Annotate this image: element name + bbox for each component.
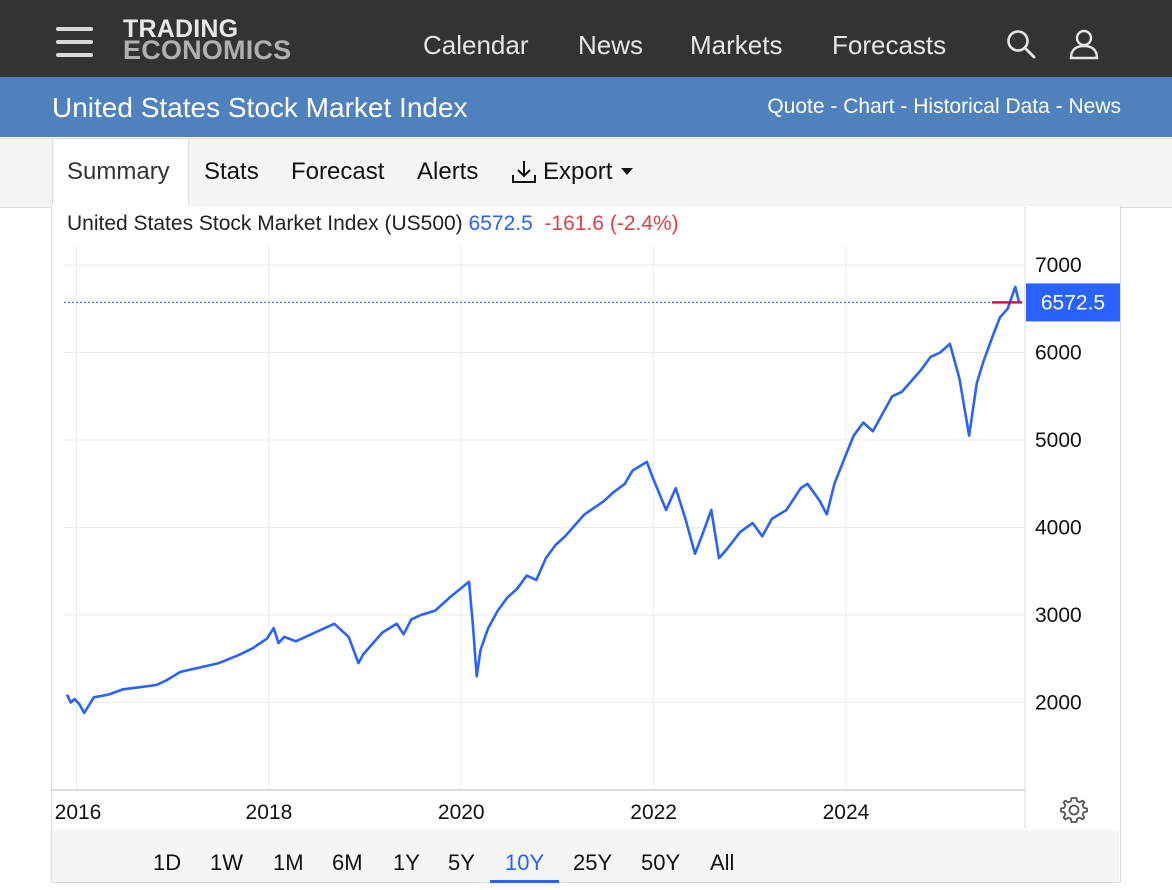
range-selector-bar: [52, 830, 1119, 882]
top-navigation-bar: [0, 0, 1172, 77]
instrument-name: United States Stock Market Index (US500): [67, 212, 463, 235]
range-1w[interactable]: 1W: [210, 850, 243, 875]
page-title: United States Stock Market Index: [52, 92, 468, 123]
chevron-down-icon[interactable]: [620, 167, 634, 177]
price-change: -161.6: [544, 212, 604, 235]
link-news[interactable]: News: [1068, 95, 1121, 118]
range-1d[interactable]: 1D: [153, 850, 182, 875]
search-icon[interactable]: [1005, 28, 1037, 60]
logo-line2: ECONOMICS: [123, 35, 292, 65]
range-5y[interactable]: 5Y: [448, 850, 475, 875]
chart-quote-header: United States Stock Market Index (US500)…: [67, 212, 679, 236]
nav-forecasts[interactable]: Forecasts: [832, 30, 947, 60]
x-tick-label: 2018: [246, 801, 293, 824]
y-tick-label: 3000: [1035, 604, 1082, 627]
price-change-percent: (-2.4%): [609, 212, 679, 235]
range-1m[interactable]: 1M: [273, 850, 304, 875]
nav-news[interactable]: News: [578, 30, 644, 60]
y-tick-label: 4000: [1035, 517, 1082, 540]
gear-icon[interactable]: [1060, 796, 1088, 824]
chart-grid: [64, 245, 1024, 790]
price-label-text: 6572.5: [1041, 291, 1105, 314]
range-25y[interactable]: 25Y: [573, 850, 613, 875]
logo-line1: TRADING: [123, 15, 239, 43]
x-axis-ticks: 2016 2018 2020 2022 2024: [55, 801, 870, 824]
range-all[interactable]: All: [710, 850, 735, 875]
link-separator: -: [824, 95, 844, 118]
series-line: [65, 285, 1021, 715]
link-historical-data[interactable]: Historical Data: [913, 95, 1050, 118]
tab-forecast[interactable]: Forecast: [291, 158, 385, 185]
tab-alerts[interactable]: Alerts: [417, 158, 479, 185]
chart-panel: [51, 206, 1121, 883]
x-tick-label: 2020: [438, 801, 485, 824]
y-tick-label: 5000: [1035, 429, 1082, 452]
x-tick-label: 2024: [823, 801, 870, 824]
menu-icon[interactable]: [56, 27, 93, 57]
tab-export[interactable]: Export: [543, 158, 613, 185]
link-separator: -: [1049, 95, 1069, 118]
link-chart[interactable]: Chart: [843, 95, 895, 118]
range-50y[interactable]: 50Y: [641, 850, 681, 875]
nav-calendar[interactable]: Calendar: [423, 30, 529, 60]
range-6m[interactable]: 6M: [332, 850, 363, 875]
tab-stats[interactable]: Stats: [204, 158, 259, 185]
title-bar: [0, 77, 1172, 137]
user-icon[interactable]: [1068, 28, 1100, 60]
active-range-indicator: [490, 880, 559, 883]
y-axis-ticks: 7000 6000 5000 4000 3000 2000: [1035, 254, 1082, 715]
link-separator: -: [894, 95, 914, 118]
link-quote[interactable]: Quote: [767, 95, 825, 118]
current-price: 6572.5: [468, 212, 533, 235]
y-tick-label: 6000: [1035, 342, 1082, 365]
quick-links: Quote - Chart - Historical Data - News: [767, 95, 1121, 119]
tab-summary-background: [52, 139, 189, 207]
price-label-box: [1026, 283, 1120, 322]
x-tick-label: 2022: [630, 801, 677, 824]
tab-summary[interactable]: Summary: [67, 158, 170, 185]
range-1y[interactable]: 1Y: [393, 850, 420, 875]
nav-markets[interactable]: Markets: [690, 30, 783, 60]
logo[interactable]: TRADING ECONOMICS: [123, 15, 292, 65]
y-tick-label: 7000: [1035, 254, 1082, 277]
y-tick-label: 2000: [1035, 692, 1082, 715]
x-tick-label: 2016: [55, 801, 102, 824]
download-icon[interactable]: [510, 158, 538, 186]
tab-bar: [0, 138, 1172, 208]
price-label: 6572.5: [1026, 283, 1120, 322]
range-10y[interactable]: 10Y: [505, 850, 545, 875]
